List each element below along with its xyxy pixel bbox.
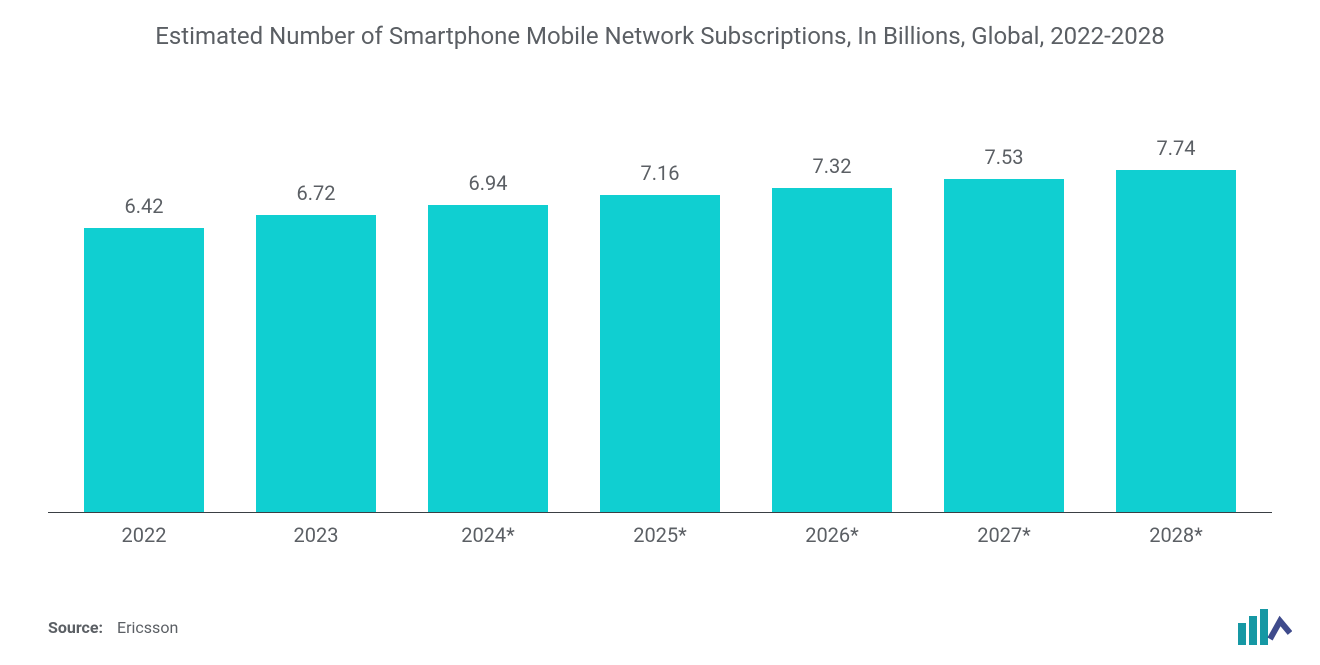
- x-axis-label: 2027*: [918, 523, 1090, 547]
- bar-rect: [84, 228, 204, 512]
- bar-slot: 6.42: [58, 92, 230, 512]
- bar-value-label: 6.42: [125, 194, 164, 218]
- x-axis-label: 2025*: [574, 523, 746, 547]
- bar-slot: 7.74: [1090, 92, 1262, 512]
- logo-bar-2: [1249, 616, 1257, 645]
- source-value: Ericsson: [117, 618, 178, 637]
- source-citation: Source: Ericsson: [48, 618, 178, 637]
- bar-value-label: 6.72: [297, 181, 336, 205]
- bar-slot: 7.16: [574, 92, 746, 512]
- bar-slot: 6.94: [402, 92, 574, 512]
- source-label: Source:: [48, 618, 103, 637]
- bar-value-label: 7.74: [1157, 136, 1196, 160]
- bar-slot: 6.72: [230, 92, 402, 512]
- chart-title: Estimated Number of Smartphone Mobile Ne…: [110, 20, 1210, 52]
- bar-rect: [256, 215, 376, 512]
- bar-rect: [772, 188, 892, 512]
- bar-value-label: 7.16: [641, 161, 680, 185]
- bar-value-label: 7.32: [813, 154, 852, 178]
- x-axis-label: 2026*: [746, 523, 918, 547]
- x-axis-label: 2023: [230, 523, 402, 547]
- x-axis-labels: 202220232024*2025*2026*2027*2028*: [48, 513, 1272, 547]
- x-axis-label: 2024*: [402, 523, 574, 547]
- x-axis-label: 2028*: [1090, 523, 1262, 547]
- x-axis-label: 2022: [58, 523, 230, 547]
- bar-value-label: 6.94: [469, 171, 508, 195]
- bar-slot: 7.32: [746, 92, 918, 512]
- bar-value-label: 7.53: [985, 145, 1024, 169]
- chart-container: Estimated Number of Smartphone Mobile Ne…: [48, 20, 1272, 665]
- logo-bar-1: [1238, 623, 1246, 645]
- bar-rect: [944, 179, 1064, 512]
- logo-angle: [1270, 621, 1290, 639]
- publisher-logo: [1236, 609, 1292, 645]
- bar-slot: 7.53: [918, 92, 1090, 512]
- plot-area: 6.42 6.72 6.94 7.16 7.32 7.53 7.74: [48, 92, 1272, 513]
- bar-rect: [600, 195, 720, 512]
- bar-rect: [1116, 170, 1236, 512]
- logo-bar-3: [1260, 609, 1268, 645]
- bar-rect: [428, 205, 548, 512]
